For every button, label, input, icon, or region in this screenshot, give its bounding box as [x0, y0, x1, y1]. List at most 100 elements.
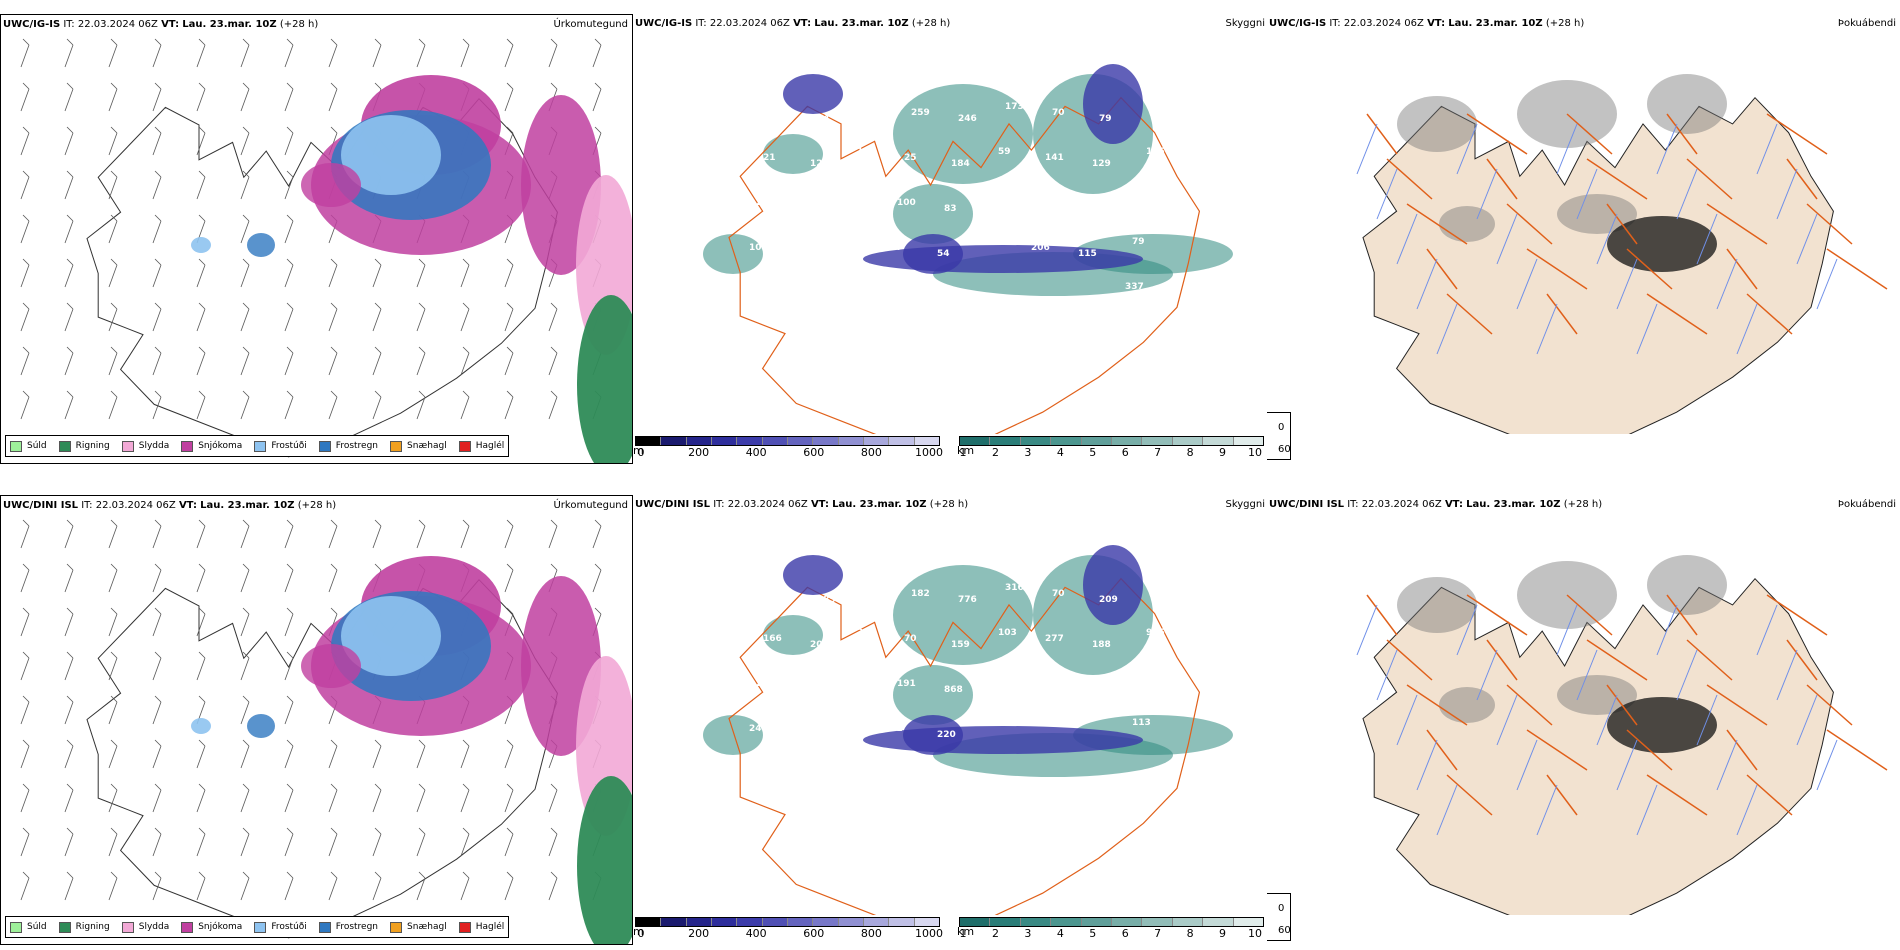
colorbar-tick: 10 [1248, 446, 1262, 459]
cloud-height-label: 83 [843, 718, 856, 728]
wind-barb [240, 170, 250, 200]
fog-shade [1647, 555, 1727, 615]
wind-barb [20, 739, 30, 769]
legend-label: Snæhagl [407, 922, 447, 932]
wind-barb [548, 783, 558, 813]
wind-barb [548, 827, 558, 857]
cloud-base [903, 715, 963, 755]
wind-barb [20, 390, 30, 420]
cloud-height-label: 103 [998, 628, 1017, 638]
wind-barb [284, 827, 294, 857]
road-line [1646, 293, 1708, 335]
legend-swatch [121, 921, 134, 933]
fog-legend: 0 60 [1267, 893, 1291, 941]
legend-item: Rigning [58, 440, 110, 452]
road-line [1586, 639, 1648, 681]
wind-barb [196, 871, 206, 901]
colorbar-tick: 5 [1089, 446, 1097, 459]
river-line [1556, 123, 1578, 175]
fog-legend: 0 60 [1267, 412, 1291, 460]
wind-barb [196, 390, 206, 420]
road-line [1566, 113, 1613, 155]
wind-barb [416, 346, 426, 376]
wind-barb [20, 38, 30, 68]
wind-barb [20, 783, 30, 813]
legend-label: Snæhagl [407, 441, 447, 451]
cloud-height-label: 241 [749, 724, 768, 734]
river-line [1816, 739, 1838, 791]
wind-barb [240, 390, 250, 420]
wind-barb [20, 827, 30, 857]
road-line [1546, 293, 1578, 335]
cloud-height-label: 277 [1045, 634, 1064, 644]
wind-barb [152, 82, 162, 112]
road-line [1606, 203, 1638, 245]
legend-label: Frostúði [271, 441, 307, 451]
legend-label: Haglél [475, 441, 505, 451]
wind-barb [548, 346, 558, 376]
wind-barb [416, 739, 426, 769]
colorbar-cell [686, 918, 712, 926]
colorbar-tick: 6 [1121, 927, 1129, 940]
road-line [1506, 203, 1553, 245]
it-label: IT: [1347, 499, 1359, 510]
colorbar-unit: km [957, 925, 975, 938]
wind-barb [548, 38, 558, 68]
model-name: UWC/IG-IS [3, 19, 61, 30]
fog-legend-label: 0 [1278, 902, 1285, 914]
cloud-height-label: 209 [1099, 595, 1118, 605]
wind-barb [328, 519, 338, 549]
cloud-height-label: 227 [756, 198, 775, 208]
colorbar-cell [787, 437, 814, 445]
wind-barb [152, 563, 162, 593]
wind-barb [240, 519, 250, 549]
road-line [1526, 729, 1588, 771]
panel-title: Úrkomutegund [553, 500, 628, 511]
river-line [1556, 604, 1578, 656]
panel-title: Úrkomutegund [553, 19, 628, 30]
cloud-height-label: 80 [1038, 679, 1051, 689]
legend-label: Frostúði [271, 922, 307, 932]
road-line [1726, 248, 1758, 290]
colorbar-cell [737, 437, 763, 445]
river-line [1356, 604, 1378, 656]
legend-swatch [390, 440, 403, 452]
wind-barb [284, 390, 294, 420]
wind-barb [372, 302, 382, 332]
colorbar-tick: 600 [803, 927, 825, 940]
cloud-height-label: 184 [951, 159, 970, 169]
freezing-rain-area [247, 233, 275, 257]
fog-panel-bottom: UWC/DINI ISL IT: 22.03.2024 06Z VT: Lau.… [1267, 495, 1900, 945]
legend-swatch [181, 440, 194, 452]
fog-shade [1397, 577, 1477, 633]
colorbar-cell [1203, 918, 1234, 926]
lead-time: (+28 h) [279, 19, 319, 30]
road-line [1366, 113, 1398, 155]
river-line [1456, 123, 1478, 175]
wind-barb [416, 302, 426, 332]
river-line [1756, 123, 1778, 175]
wind-barb [64, 390, 74, 420]
wind-barb [196, 827, 206, 857]
legend-label: Súld [27, 922, 47, 932]
panel-header: UWC/DINI ISL IT: 22.03.2024 06Z VT: Lau.… [3, 500, 336, 511]
fog-shade [1607, 697, 1717, 753]
cloud-height-label: 136 [803, 685, 822, 695]
road-line [1766, 113, 1828, 155]
road-line [1746, 774, 1793, 816]
wind-barb [64, 258, 74, 288]
colorbar-tick: 9 [1219, 927, 1227, 940]
cloud-height-label: 206 [1031, 243, 1050, 253]
wind-barb [372, 739, 382, 769]
cloud-height-label: 67 [864, 102, 877, 112]
wind-barb [284, 126, 294, 156]
fog-shade [1607, 216, 1717, 272]
wind-barb [196, 607, 206, 637]
wind-barb [504, 563, 514, 593]
road-line [1666, 113, 1698, 155]
colorbar-tick: 2 [991, 927, 999, 940]
colorbar-cell [762, 437, 788, 445]
legend-label: Slydda [138, 441, 170, 451]
wind-barb [284, 302, 294, 332]
colorbar-cell [762, 918, 788, 926]
